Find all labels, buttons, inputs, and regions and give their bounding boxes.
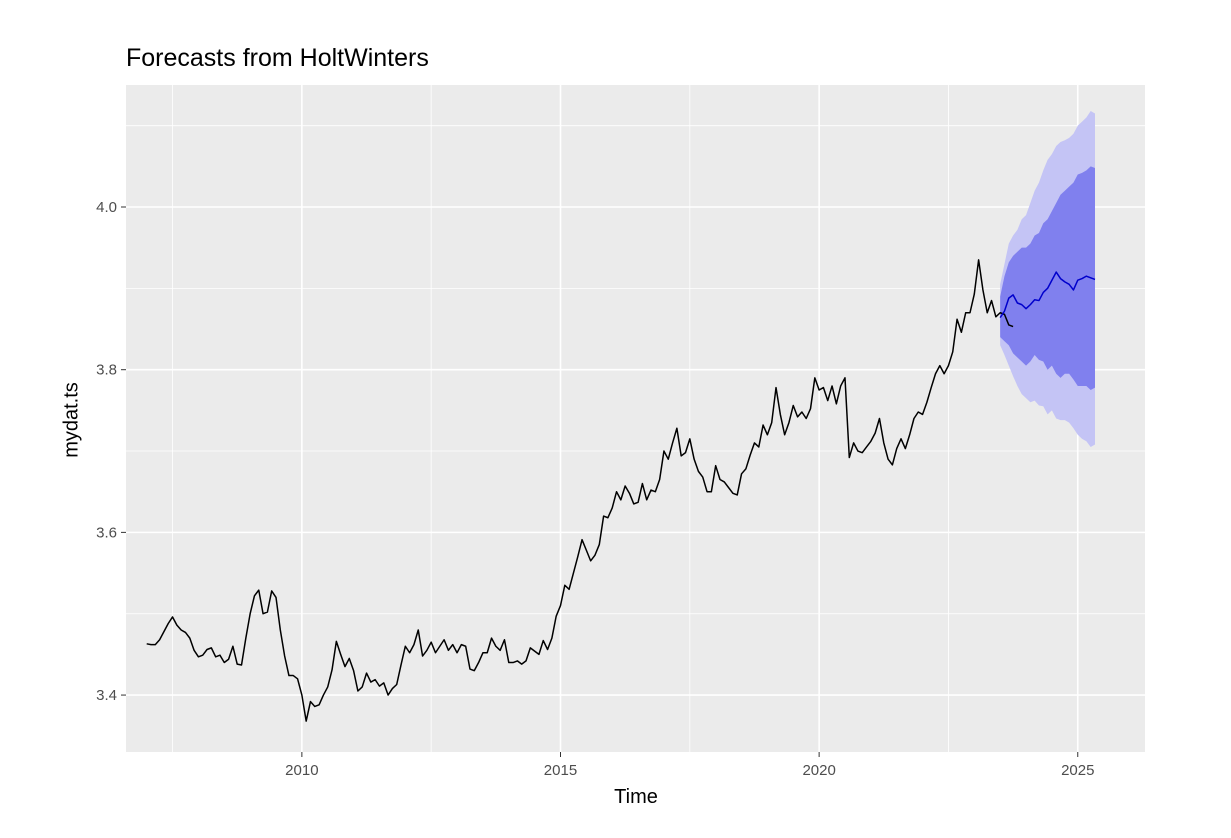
axis-ticks — [121, 206, 1079, 757]
forecast-interval-80-band — [1000, 166, 1095, 391]
x-tick-label: 2020 — [802, 762, 835, 779]
x-tick-label: 2025 — [1061, 762, 1094, 779]
y-tick-label: 3.4 — [96, 687, 117, 704]
chart-title: Forecasts from HoltWinters — [126, 44, 429, 72]
series-lines — [146, 259, 1096, 722]
y-tick-label: 4.0 — [96, 199, 117, 216]
plot-panel — [126, 85, 1145, 752]
x-tick-label: 2010 — [285, 762, 318, 779]
y-tick-label: 3.6 — [96, 524, 117, 541]
axis-tick-labels: 2010 2015 2020 2025 3.4 3.6 3.8 4.0 — [96, 199, 1094, 779]
x-tick-label: 2015 — [544, 762, 577, 779]
y-axis-label: mydat.ts — [60, 382, 83, 458]
x-axis-label: Time — [614, 786, 658, 808]
grid-major — [126, 85, 1145, 752]
observed-series-line — [146, 259, 1014, 722]
forecast-bands — [1000, 111, 1095, 447]
forecast-mean-line — [999, 271, 1096, 319]
y-tick-label: 3.8 — [96, 362, 117, 379]
